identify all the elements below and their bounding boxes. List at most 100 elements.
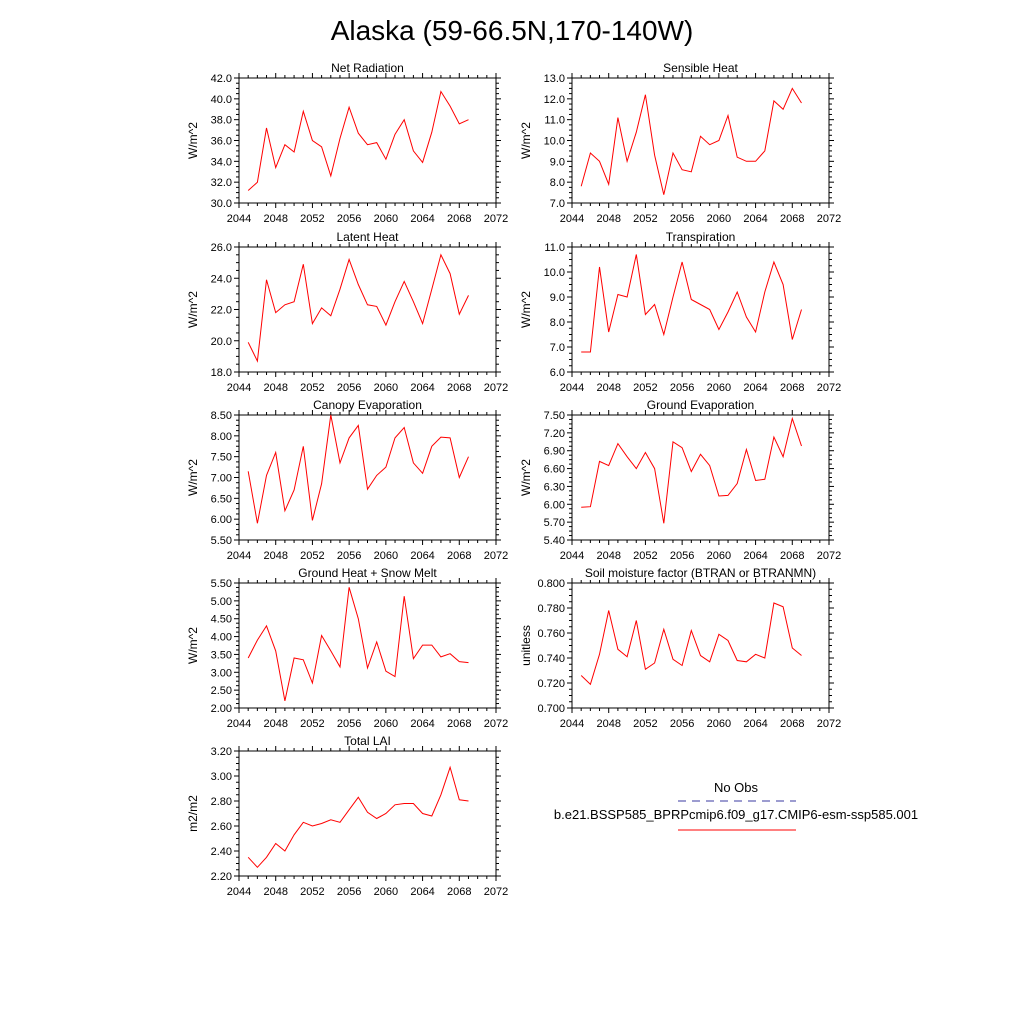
y-tick-label: 6.50 — [211, 493, 232, 505]
y-axis-label: W/m^2 — [186, 459, 200, 496]
series-line — [581, 416, 802, 524]
x-tick-label: 2064 — [743, 382, 767, 394]
y-tick-label: 2.50 — [211, 685, 232, 697]
x-tick-label: 2052 — [300, 718, 324, 730]
x-tick-label: 2060 — [374, 718, 398, 730]
panel-title: Latent Heat — [336, 230, 399, 244]
panel-title: Ground Heat + Snow Melt — [298, 566, 437, 580]
x-tick-label: 2048 — [596, 382, 620, 394]
panel-4: Transpiration 6.0 7.0 8.0 9.0 10.0 11.0 2044 204… — [519, 230, 841, 394]
y-tick-label: 5.00 — [211, 596, 232, 608]
y-tick-label: 36.0 — [211, 136, 232, 148]
x-tick-label: 2044 — [560, 718, 584, 730]
y-tick-label: 5.70 — [544, 517, 565, 529]
y-tick-label: 0.720 — [537, 678, 565, 690]
x-tick-label: 2064 — [743, 213, 767, 225]
panel-1: Net Radiation 30.0 32.0 34.0 36.0 38.0 40.0 42.… — [186, 61, 508, 225]
x-tick-label: 2068 — [447, 718, 471, 730]
x-tick-label: 2060 — [374, 213, 398, 225]
series-line — [580, 602, 802, 686]
y-tick-label: 34.0 — [211, 156, 232, 168]
x-tick-label: 2064 — [743, 718, 767, 730]
series-line — [247, 587, 469, 702]
x-tick-label: 2056 — [670, 213, 694, 225]
x-tick-label: 2052 — [633, 213, 657, 225]
x-tick-label: 2060 — [374, 886, 398, 898]
y-tick-label: 10.0 — [544, 267, 565, 279]
x-tick-label: 2072 — [484, 886, 508, 898]
y-tick-label: 5.50 — [211, 535, 232, 547]
x-tick-label: 2060 — [707, 213, 731, 225]
x-tick-label: 2044 — [227, 382, 251, 394]
y-axis-label: W/m^2 — [519, 459, 533, 496]
x-tick-label: 2072 — [484, 718, 508, 730]
y-tick-label: 12.0 — [544, 94, 565, 106]
panel-title: Sensible Heat — [663, 61, 738, 75]
x-tick-label: 2068 — [447, 550, 471, 562]
x-tick-label: 2072 — [484, 213, 508, 225]
panel-3: Latent Heat 18.0 20.0 22.0 24.0 26.0 2044 2048 2… — [186, 230, 508, 394]
y-tick-label: 8.50 — [211, 410, 232, 422]
x-tick-label: 2056 — [337, 213, 361, 225]
y-tick-label: 10.0 — [544, 136, 565, 148]
x-tick-label: 2056 — [670, 382, 694, 394]
x-tick-label: 2048 — [596, 718, 620, 730]
x-tick-label: 2068 — [780, 213, 804, 225]
y-axis-label: W/m^2 — [519, 122, 533, 159]
x-tick-label: 2048 — [263, 550, 287, 562]
x-tick-label: 2056 — [337, 718, 361, 730]
y-tick-label: 20.0 — [211, 336, 232, 348]
x-tick-label: 2044 — [227, 718, 251, 730]
x-tick-label: 2072 — [817, 382, 841, 394]
x-tick-label: 2060 — [374, 550, 398, 562]
y-tick-label: 8.00 — [211, 431, 232, 443]
panel-6: Ground Evaporation 5.40 5.70 6.00 6.30 6.60 6.… — [519, 398, 841, 562]
y-axis-label: W/m^2 — [519, 291, 533, 328]
x-tick-label: 2072 — [817, 213, 841, 225]
x-tick-label: 2056 — [670, 718, 694, 730]
x-tick-label: 2068 — [780, 718, 804, 730]
x-tick-label: 2072 — [817, 718, 841, 730]
x-tick-label: 2068 — [780, 382, 804, 394]
y-tick-label: 7.0 — [550, 342, 565, 354]
y-tick-label: 11.0 — [544, 242, 565, 254]
y-tick-label: 22.0 — [211, 305, 232, 317]
y-tick-label: 0.700 — [537, 703, 565, 715]
x-tick-label: 2044 — [560, 213, 584, 225]
legend-model-label: b.e21.BSSP585_BPRPcmip6.f09_g17.CMIP6-es… — [554, 807, 918, 822]
y-tick-label: 3.00 — [211, 667, 232, 679]
x-tick-label: 2064 — [410, 213, 434, 225]
y-tick-label: 9.0 — [550, 156, 565, 168]
x-tick-label: 2044 — [227, 213, 251, 225]
panel-title: Soil moisture factor (BTRAN or BTRANMN) — [585, 566, 816, 580]
y-tick-label: 18.0 — [211, 367, 232, 379]
y-axis-label: unitless — [519, 625, 533, 666]
series-line — [247, 765, 469, 869]
plot-frame — [238, 582, 497, 709]
panel-title: Canopy Evaporation — [313, 398, 422, 412]
series-line — [247, 90, 469, 191]
series-line — [247, 253, 469, 363]
x-tick-label: 2048 — [263, 382, 287, 394]
panel-2: Sensible Heat 7.0 8.0 9.0 10.0 11.0 12.0 13.0 20… — [519, 61, 841, 225]
panel-9: Total LAI 2.20 2.40 2.60 2.80 3.00 3.20 2044 204… — [186, 734, 508, 898]
y-tick-label: 7.0 — [550, 198, 565, 210]
x-tick-label: 2064 — [410, 886, 434, 898]
y-tick-label: 24.0 — [211, 273, 232, 285]
y-tick-label: 11.0 — [544, 115, 565, 127]
series-line — [247, 414, 469, 524]
x-tick-label: 2052 — [300, 213, 324, 225]
x-tick-label: 2060 — [374, 382, 398, 394]
legend: No Obs b.e21.BSSP585_BPRPcmip6.f09_g17.C… — [554, 780, 918, 831]
y-tick-label: 38.0 — [211, 115, 232, 127]
plot-frame — [571, 582, 830, 709]
x-tick-label: 2064 — [410, 718, 434, 730]
y-tick-label: 0.760 — [537, 628, 565, 640]
panel-title: Total LAI — [344, 734, 391, 748]
y-axis-label: W/m^2 — [186, 291, 200, 328]
y-tick-label: 0.780 — [537, 603, 565, 615]
x-tick-label: 2060 — [707, 382, 731, 394]
x-tick-label: 2052 — [300, 382, 324, 394]
y-tick-label: 8.0 — [550, 177, 565, 189]
